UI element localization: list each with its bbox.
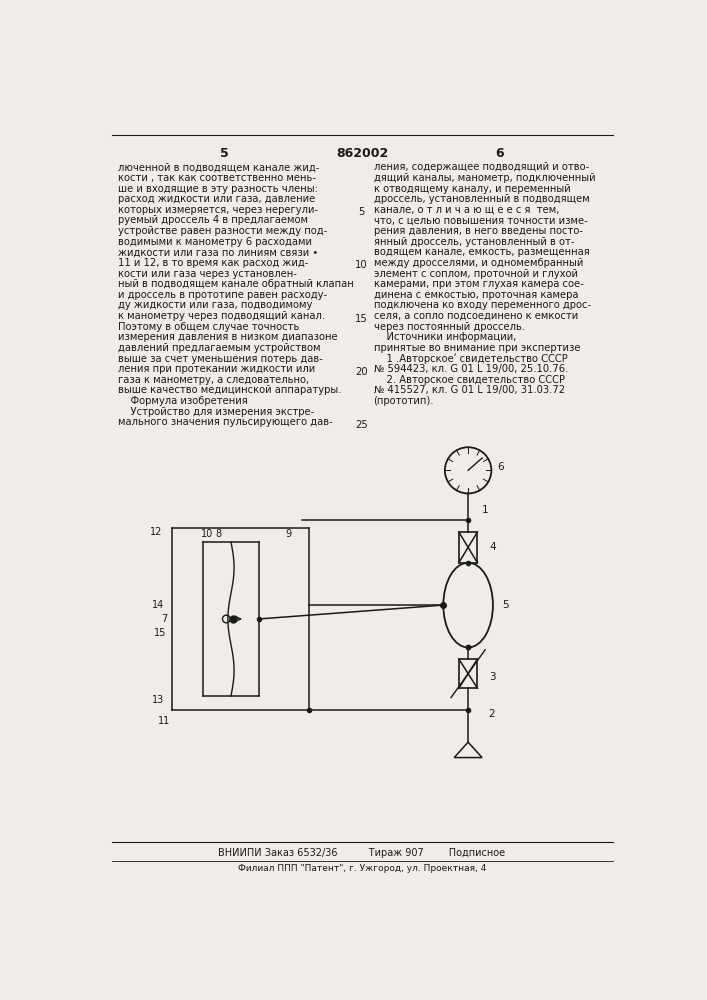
Text: измерения давления в низком диапазоне: измерения давления в низком диапазоне — [118, 332, 337, 342]
Text: 2: 2 — [488, 709, 495, 719]
Text: ления, содержащее подводящий и отво-: ления, содержащее подводящий и отво- — [373, 162, 589, 172]
Text: через постоянный дроссель.: через постоянный дроссель. — [373, 322, 525, 332]
Text: 25: 25 — [355, 420, 368, 430]
Text: между дросселями, и одномембранный: между дросселями, и одномембранный — [373, 258, 583, 268]
Text: рения давления, в него введены посто-: рения давления, в него введены посто- — [373, 226, 583, 236]
Text: 9: 9 — [285, 529, 291, 539]
Text: 15: 15 — [355, 314, 368, 324]
Text: расход жидкости или газа, давление: расход жидкости или газа, давление — [118, 194, 315, 204]
Text: Поэтому в общем случае точность: Поэтому в общем случае точность — [118, 322, 299, 332]
Text: 11: 11 — [158, 716, 170, 726]
Text: ления при протекании жидкости или: ления при протекании жидкости или — [118, 364, 315, 374]
Text: и дроссель в прототипе равен расходу-: и дроссель в прототипе равен расходу- — [118, 290, 327, 300]
Text: кости или газа через установлен-: кости или газа через установлен- — [118, 269, 297, 279]
Text: 10: 10 — [201, 529, 213, 539]
Text: принятые во внимание при экспертизе: принятые во внимание при экспертизе — [373, 343, 580, 353]
Text: канале, о т л и ч а ю щ е е с я  тем,: канале, о т л и ч а ю щ е е с я тем, — [373, 205, 559, 215]
Text: 15: 15 — [153, 628, 166, 638]
Text: руемый дроссель 4 в предлагаемом: руемый дроссель 4 в предлагаемом — [118, 215, 308, 225]
Text: выше за счет уменьшения потерь дав-: выше за счет уменьшения потерь дав- — [118, 354, 322, 364]
Text: 3: 3 — [490, 672, 496, 682]
Text: 13: 13 — [152, 695, 164, 705]
Text: подключена ко входу переменного дрос-: подключена ко входу переменного дрос- — [373, 300, 591, 310]
Text: 1 .Авторскоеʹ свидетельство СССР: 1 .Авторскоеʹ свидетельство СССР — [373, 354, 567, 364]
Text: устройстве равен разности между под-: устройстве равен разности между под- — [118, 226, 327, 236]
Text: дящий каналы, манометр, подключенный: дящий каналы, манометр, подключенный — [373, 173, 595, 183]
Text: Источники информации,: Источники информации, — [373, 332, 516, 342]
Text: № 415527, кл. G 01 L 19/00, 31.03.72: № 415527, кл. G 01 L 19/00, 31.03.72 — [373, 385, 565, 395]
Text: 14: 14 — [152, 600, 164, 610]
Text: 6: 6 — [497, 462, 504, 472]
Text: 5: 5 — [221, 147, 229, 160]
Text: 5: 5 — [358, 207, 364, 217]
Text: к манометру через подводящий канал.: к манометру через подводящий канал. — [118, 311, 325, 321]
Text: 1: 1 — [482, 505, 489, 515]
Text: ше и входящие в эту разность члены:: ше и входящие в эту разность члены: — [118, 184, 317, 194]
Text: Филиал ППП "Патент", г. Ужгород, ул. Проектная, 4: Филиал ППП "Патент", г. Ужгород, ул. Про… — [238, 864, 486, 873]
Text: водимыми к манометру 6 расходами: водимыми к манометру 6 расходами — [118, 237, 312, 247]
Text: которых измеряется, через нерегули-: которых измеряется, через нерегули- — [118, 205, 318, 215]
Text: выше качество медицинской аппаратуры.: выше качество медицинской аппаратуры. — [118, 385, 341, 395]
Text: камерами, при этом глухая камера сое-: камерами, при этом глухая камера сое- — [373, 279, 583, 289]
Text: элемент с соплом, проточной и глухой: элемент с соплом, проточной и глухой — [373, 269, 578, 279]
Text: ВНИИПИ Заказ 6532/36          Тираж 907        Подписное: ВНИИПИ Заказ 6532/36 Тираж 907 Подписное — [218, 848, 506, 858]
Text: 11 и 12, в то время как расход жид-: 11 и 12, в то время как расход жид- — [118, 258, 308, 268]
Text: люченной в подводящем канале жид-: люченной в подводящем канале жид- — [118, 162, 319, 172]
Text: 7: 7 — [161, 614, 168, 624]
Text: динена с емкостью, проточная камера: динена с емкостью, проточная камера — [373, 290, 578, 300]
Text: водящем канале, емкость, размещенная: водящем канале, емкость, размещенная — [373, 247, 590, 257]
Text: 4: 4 — [490, 542, 496, 552]
Text: 10: 10 — [355, 260, 368, 270]
Text: № 594423, кл. G 01 L 19/00, 25.10.76.: № 594423, кл. G 01 L 19/00, 25.10.76. — [373, 364, 568, 374]
Text: к отводящему каналу, и переменный: к отводящему каналу, и переменный — [373, 184, 571, 194]
Text: жидкости или газа по линиям связи •: жидкости или газа по линиям связи • — [118, 247, 318, 257]
Text: мального значения пульсирующего дав-: мального значения пульсирующего дав- — [118, 417, 332, 427]
Text: 8: 8 — [216, 529, 221, 539]
Bar — [459, 532, 477, 563]
Text: янный дроссель, установленный в от-: янный дроссель, установленный в от- — [373, 237, 574, 247]
Text: ный в подводящем канале обратный клапан: ный в подводящем канале обратный клапан — [118, 279, 354, 289]
Text: ду жидкости или газа, подводимому: ду жидкости или газа, подводимому — [118, 300, 312, 310]
Text: газа к манометру, а следовательно,: газа к манометру, а следовательно, — [118, 375, 309, 385]
Text: дроссель, установленный в подводящем: дроссель, установленный в подводящем — [373, 194, 590, 204]
Text: 20: 20 — [355, 367, 368, 377]
Text: 5: 5 — [502, 600, 508, 610]
Text: селя, а сопло подсоединено к емкости: селя, а сопло подсоединено к емкости — [373, 311, 578, 321]
Text: Формула изобретения: Формула изобретения — [118, 396, 247, 406]
Text: Устройство для измерения экстре-: Устройство для измерения экстре- — [118, 407, 314, 417]
Text: (прототип).: (прототип). — [373, 396, 434, 406]
Text: кости , так как соответственно мень-: кости , так как соответственно мень- — [118, 173, 316, 183]
Text: 2. Авторское свидетельство СССР: 2. Авторское свидетельство СССР — [373, 375, 565, 385]
Bar — [459, 659, 477, 688]
Text: 12: 12 — [151, 527, 163, 537]
Text: 862002: 862002 — [336, 147, 388, 160]
Text: что, с целью повышения точности изме-: что, с целью повышения точности изме- — [373, 215, 588, 225]
Text: 6: 6 — [495, 147, 503, 160]
Text: давлений предлагаемым устройством: давлений предлагаемым устройством — [118, 343, 320, 353]
